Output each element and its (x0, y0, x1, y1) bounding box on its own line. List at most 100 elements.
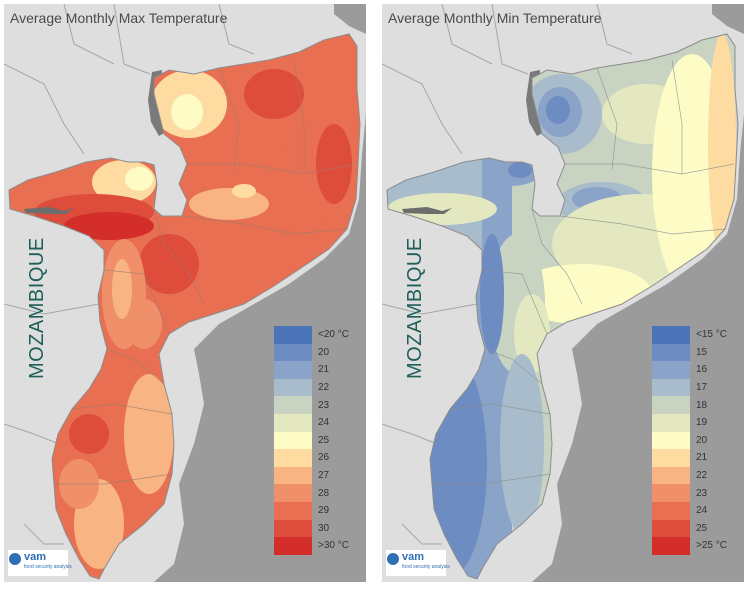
min-temperature-map (382, 4, 744, 582)
legend-swatch (652, 396, 690, 414)
legend-label: 24 (696, 505, 708, 517)
wfp-emblem-icon (387, 553, 399, 565)
legend-row: 20 (652, 431, 740, 450)
legend-label: <15 °C (696, 329, 727, 341)
legend-swatch (652, 378, 690, 397)
legend-swatch (274, 361, 312, 379)
legend-swatch (274, 413, 312, 432)
legend-row: 29 (274, 501, 362, 520)
legend-row: <20 °C (274, 326, 362, 344)
legend-label: 22 (696, 470, 708, 482)
legend-row: 25 (274, 431, 362, 450)
legend-swatch (274, 537, 312, 555)
legend-label: >25 °C (696, 540, 727, 552)
country-outline (386, 33, 739, 580)
legend-row: 20 (274, 343, 362, 362)
legend-row: 25 (652, 519, 740, 538)
legend-label: 20 (318, 346, 330, 358)
vam-logo: vam food security analysis (8, 550, 72, 576)
legend-label: 22 (318, 382, 330, 394)
country-label: MOZAMBIQUE (26, 237, 48, 379)
legend-swatch (652, 466, 690, 485)
country-label: MOZAMBIQUE (404, 237, 426, 379)
ocean (154, 114, 366, 582)
legend-swatch (274, 484, 312, 502)
logo-word: vam (24, 551, 47, 563)
legend-label: 21 (696, 452, 708, 464)
legend-label: 20 (696, 434, 708, 446)
legend-label: 26 (318, 452, 330, 464)
vam-logo: vam food security analysis (386, 550, 450, 576)
legend-swatch (652, 343, 690, 362)
legend-row: 19 (652, 413, 740, 432)
legend-row: >30 °C (274, 537, 362, 555)
logo-subtitle: food security analysis (402, 564, 450, 570)
legend-row: 24 (652, 501, 740, 520)
legend-label: 18 (696, 399, 708, 411)
legend-swatch (652, 449, 690, 467)
legend-label: 21 (318, 364, 330, 376)
country-outline (8, 33, 361, 580)
legend-row: 26 (274, 449, 362, 467)
legend-row: >25 °C (652, 537, 740, 555)
legend-swatch (652, 501, 690, 520)
legend-swatch (274, 449, 312, 467)
legend-label: 17 (696, 382, 708, 394)
legend-row: 18 (652, 396, 740, 414)
legend-label: 27 (318, 470, 330, 482)
legend-row: 15 (652, 343, 740, 362)
legend-swatch (652, 537, 690, 555)
legend-row: 30 (274, 519, 362, 538)
legend-label: 29 (318, 505, 330, 517)
map-title: Average Monthly Min Temperature (388, 10, 602, 26)
legend-swatch (274, 466, 312, 485)
legend-swatch (274, 326, 312, 344)
legend-swatch (652, 484, 690, 502)
legend-swatch (274, 431, 312, 450)
legend-row: <15 °C (652, 326, 740, 344)
neighbour-borders (4, 4, 255, 545)
legend: <20 °C 20 21 22 23 24 25 26 27 28 29 30 >30 °C (274, 326, 362, 555)
lake-cahora-bassa (402, 207, 452, 214)
legend-row: 28 (274, 484, 362, 502)
legend-swatch (274, 343, 312, 362)
ocean (532, 114, 744, 582)
max-temperature-map-panel: Average Monthly Max Temperature MOZAMBIQ… (4, 4, 366, 582)
map-title: Average Monthly Max Temperature (10, 10, 228, 26)
legend-swatch (652, 326, 690, 344)
legend-label: 25 (318, 434, 330, 446)
legend-row: 21 (652, 449, 740, 467)
ocean-top (712, 4, 744, 34)
logo-word: vam (402, 551, 425, 563)
province-borders (54, 59, 357, 485)
legend: <15 °C 15 16 17 18 19 20 21 22 23 24 25 >25 °C (652, 326, 740, 555)
min-temperature-map-panel: Average Monthly Min Temperature MOZAMBIQ… (382, 4, 744, 582)
logo-subtitle: food security analysis (24, 564, 72, 570)
legend-row: 21 (274, 361, 362, 379)
legend-row: 23 (652, 484, 740, 502)
legend-row: 16 (652, 361, 740, 379)
legend-label: 25 (696, 522, 708, 534)
legend-label: 15 (696, 346, 708, 358)
legend-swatch (652, 431, 690, 450)
legend-swatch (274, 396, 312, 414)
lake-cahora-bassa (24, 207, 74, 214)
legend-label: 24 (318, 417, 330, 429)
wfp-emblem-icon (9, 553, 21, 565)
province-borders (432, 59, 735, 485)
legend-row: 24 (274, 413, 362, 432)
legend-label: 23 (696, 487, 708, 499)
legend-row: 27 (274, 466, 362, 485)
legend-label: >30 °C (318, 540, 349, 552)
neighbour-borders (382, 4, 633, 545)
legend-row: 23 (274, 396, 362, 414)
legend-label: 16 (696, 364, 708, 376)
legend-label: <20 °C (318, 329, 349, 341)
legend-label: 23 (318, 399, 330, 411)
legend-swatch (274, 378, 312, 397)
legend-swatch (652, 519, 690, 538)
legend-swatch (652, 361, 690, 379)
legend-swatch (652, 413, 690, 432)
legend-label: 19 (696, 417, 708, 429)
legend-swatch (274, 501, 312, 520)
